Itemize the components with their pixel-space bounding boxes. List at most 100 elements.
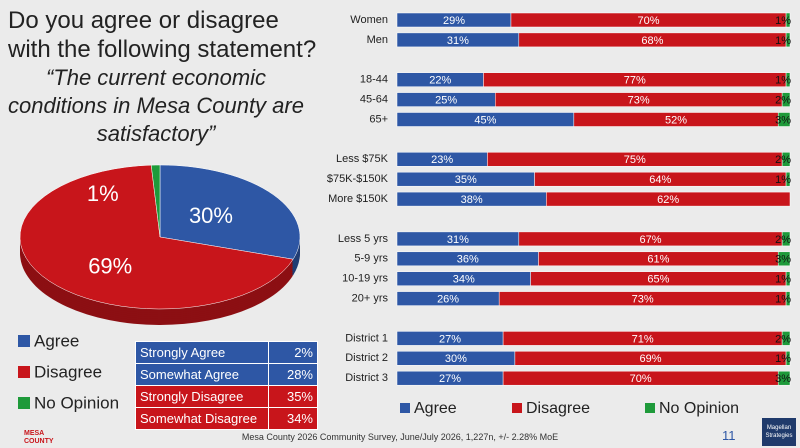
table-cell: 34% (268, 407, 318, 430)
value-label: 2% (775, 154, 791, 166)
value-label: 27% (439, 373, 461, 385)
legend-swatch (512, 403, 522, 413)
table-row: Strongly Disagree 35% (135, 385, 318, 408)
value-label: 1% (775, 353, 791, 365)
value-label: 27% (439, 333, 461, 345)
row-label: 65+ (369, 113, 388, 125)
value-label: 34% (453, 274, 475, 286)
bar-segment (785, 72, 791, 87)
value-label: 62% (657, 194, 679, 206)
value-label: 73% (628, 95, 650, 107)
legend-label: Disagree (526, 400, 590, 417)
bar-segment (785, 291, 791, 306)
value-label: 25% (435, 95, 457, 107)
legend-label: No Opinion (659, 400, 739, 417)
value-label: 69% (639, 353, 661, 365)
row-label: 20+ yrs (352, 293, 389, 305)
value-label: 75% (624, 154, 646, 166)
table-cell: Somewhat Disagree (135, 407, 269, 430)
row-label: District 3 (345, 372, 388, 384)
value-label: 1% (775, 75, 791, 87)
value-label: 61% (647, 254, 669, 266)
legend-label: Agree (414, 400, 457, 417)
table-cell: Strongly Disagree (135, 385, 269, 408)
value-label: 1% (775, 174, 791, 186)
bar-segment (785, 171, 791, 187)
value-label: 67% (639, 234, 661, 246)
logo-left: MESA COUNTY (24, 430, 54, 445)
row-label: Men (367, 34, 388, 46)
value-label: 22% (429, 75, 451, 87)
bar-segment (785, 271, 791, 286)
legend-label: Agree (34, 331, 79, 350)
table-cell: 2% (268, 341, 318, 364)
pie-slice (19, 164, 294, 310)
row-label: 45-64 (360, 94, 388, 106)
bar-segment (777, 370, 791, 386)
value-label: 45% (474, 114, 496, 126)
value-label: 29% (443, 15, 465, 27)
row-label: District 1 (345, 332, 388, 344)
pie-slice (159, 164, 301, 260)
value-label: 2% (775, 95, 791, 107)
bar-segment (785, 32, 791, 48)
breakdown-table: Strongly Agree 2% Somewhat Agree 28% Strongl… (135, 341, 318, 430)
row-label: $75K-$150K (327, 173, 389, 185)
footer: Mesa County 2026 Community Survey, June/… (241, 432, 559, 442)
row-label: Less $75K (336, 153, 389, 165)
value-label: 3% (775, 254, 791, 266)
value-label: 70% (638, 15, 660, 27)
value-label: 73% (632, 294, 654, 306)
legend-swatch (18, 397, 30, 409)
value-label: 30% (445, 353, 467, 365)
table-row: Somewhat Agree 28% (135, 363, 318, 386)
row-label: District 2 (345, 352, 388, 364)
bar-segment (781, 231, 791, 247)
value-label: 65% (647, 274, 669, 286)
bar-segment (777, 112, 791, 127)
row-label: Less 5 yrs (338, 233, 389, 245)
value-label: 1% (775, 294, 791, 306)
pie-label: 69% (88, 254, 132, 279)
row-label: Women (350, 14, 388, 26)
value-label: 71% (632, 333, 654, 345)
table-cell: Strongly Agree (135, 341, 269, 364)
value-label: 31% (447, 35, 469, 47)
table-cell: Somewhat Agree (135, 363, 269, 386)
value-label: 64% (649, 174, 671, 186)
value-label: 2% (775, 234, 791, 246)
value-label: 3% (775, 114, 791, 126)
quote: “The current economic conditions in Mesa… (8, 65, 304, 146)
table-cell: 35% (268, 385, 318, 408)
pie-label: 30% (189, 203, 233, 228)
row-label: 5-9 yrs (354, 253, 388, 265)
legend-swatch (645, 403, 655, 413)
row-label: 18-44 (360, 74, 388, 86)
value-label: 1% (775, 35, 791, 47)
table-row: Strongly Agree 2% (135, 341, 318, 364)
value-label: 77% (624, 75, 646, 87)
value-label: 23% (431, 154, 453, 166)
bar-segment (777, 251, 791, 267)
legend-swatch (18, 335, 30, 347)
logo-right: Magellan Strategies (762, 418, 796, 446)
legend-label: Disagree (34, 362, 102, 381)
value-label: 31% (447, 234, 469, 246)
value-label: 3% (775, 373, 791, 385)
legend-label: No Opinion (34, 393, 119, 412)
page-number: 11 (722, 428, 736, 443)
value-label: 52% (665, 114, 687, 126)
value-label: 38% (461, 194, 483, 206)
bar-segment (781, 92, 791, 107)
legend-swatch (400, 403, 410, 413)
value-label: 1% (775, 15, 791, 27)
pie-label: 1% (87, 181, 119, 206)
row-label: 10-19 yrs (342, 273, 388, 285)
bar-segment (785, 12, 791, 28)
bar-segment (781, 152, 791, 167)
row-label: More $150K (328, 193, 389, 205)
value-label: 26% (437, 294, 459, 306)
value-label: 68% (641, 35, 663, 47)
legend-swatch (18, 366, 30, 378)
